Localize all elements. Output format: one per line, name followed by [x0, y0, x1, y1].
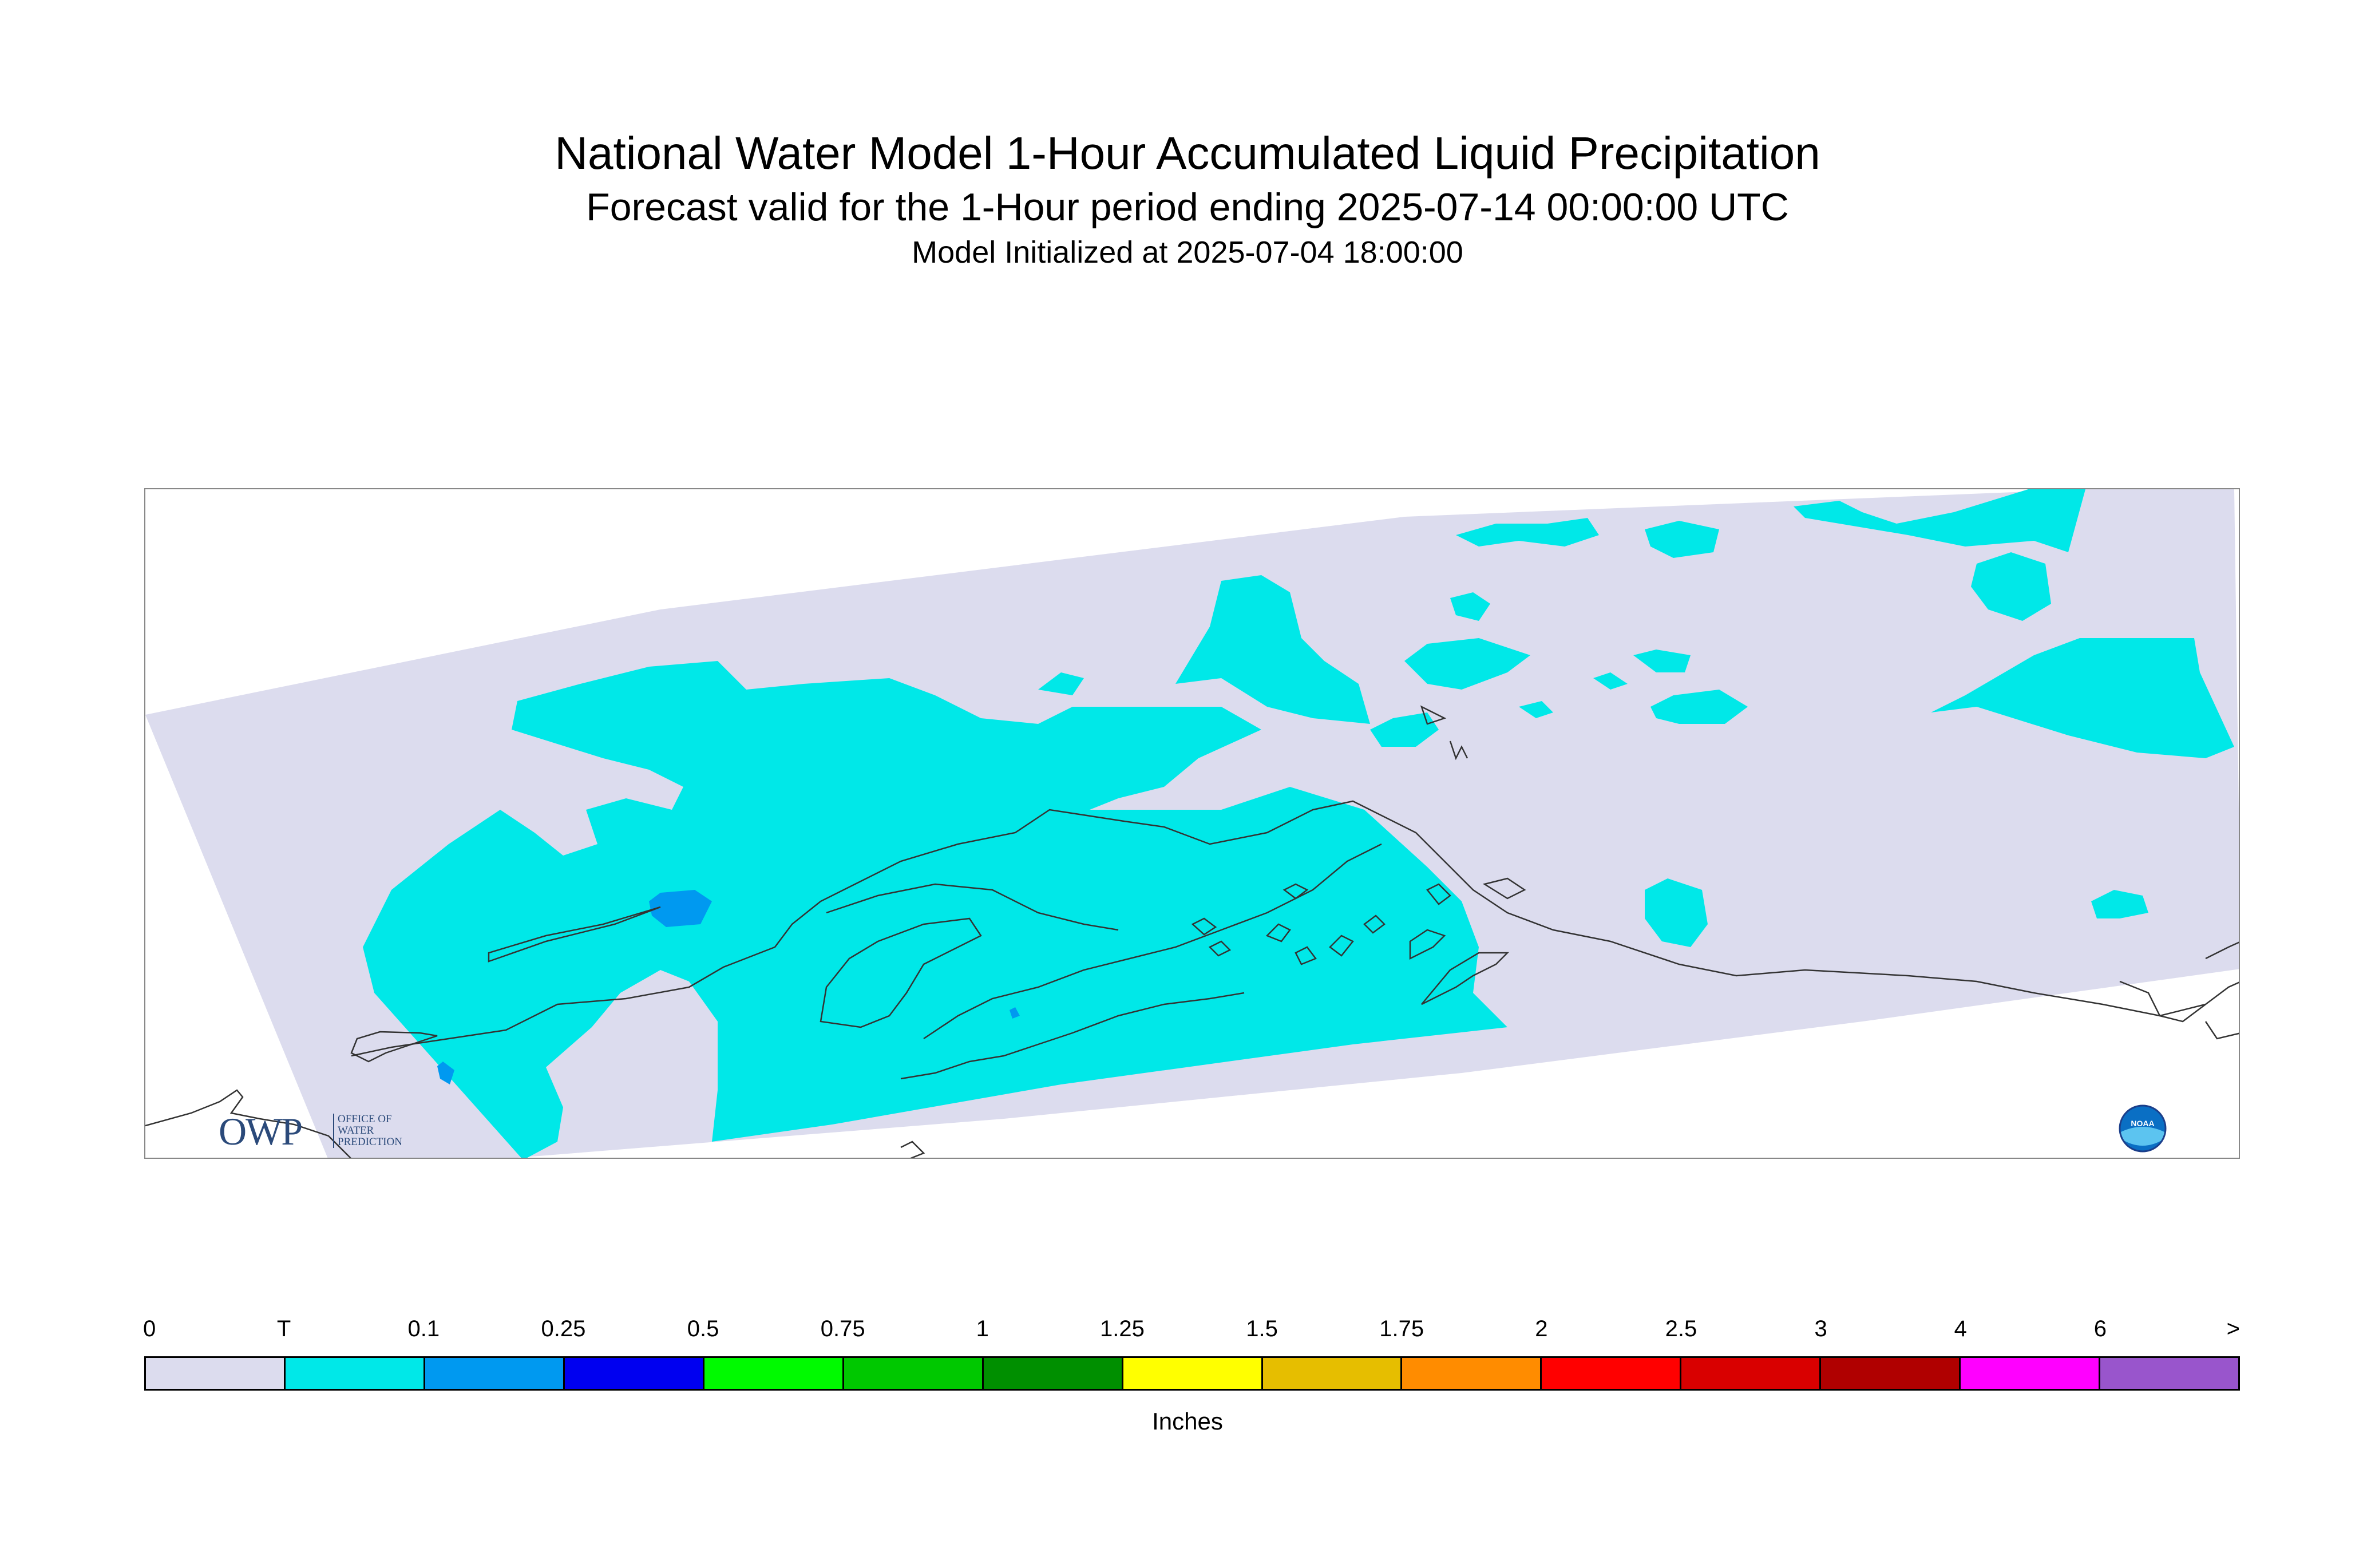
legend-tick-label: T — [276, 1316, 291, 1341]
legend-swatch — [285, 1358, 425, 1389]
legend-tick-label: > — [2226, 1316, 2240, 1341]
legend-swatch — [844, 1358, 984, 1389]
legend-swatch — [1262, 1358, 1403, 1389]
legend-swatch — [1542, 1358, 1682, 1389]
legend-swatch — [983, 1358, 1123, 1389]
legend-tick-label: 0.1 — [407, 1316, 440, 1341]
legend-units-label: Inches — [1152, 1408, 1223, 1435]
legend-swatch — [1961, 1358, 2101, 1389]
legend-tick-label: 1.25 — [1099, 1316, 1145, 1341]
light-precip-regions — [437, 890, 1020, 1084]
legend-swatch — [425, 1358, 565, 1389]
legend-tick-label: 4 — [1954, 1316, 1967, 1341]
init-time-label: Model Initialized at 2025-07-04 18:00:00 — [912, 235, 1463, 270]
legend-tick-label: 0 — [143, 1316, 156, 1341]
legend-tick-label: 1.75 — [1379, 1316, 1424, 1341]
legend-tick-label: 2 — [1535, 1316, 1548, 1341]
coastlines — [145, 705, 2239, 1158]
legend-tick-label: 0.5 — [687, 1316, 719, 1341]
legend-tick-label: 0.75 — [820, 1316, 865, 1341]
legend-swatch — [1402, 1358, 1542, 1389]
legend-swatch — [2100, 1358, 2239, 1389]
legend-tick-label: 2.5 — [1665, 1316, 1697, 1341]
owp-subtext-line-3: PREDICTION — [338, 1135, 402, 1148]
legend-swatch — [1821, 1358, 1961, 1389]
legend-color-bar — [144, 1356, 2240, 1391]
owp-logo-text: OWP — [219, 1110, 303, 1153]
map-subtitle: Forecast valid for the 1-Hour period end… — [586, 185, 1789, 229]
legend-tick-label: 1 — [976, 1316, 989, 1341]
trace-precip-regions — [363, 489, 2234, 1158]
owp-logo: OWP OFFICE OF WATER PREDICTION — [219, 1109, 402, 1155]
legend-swatch — [1681, 1358, 1822, 1389]
legend-tick-label: 1.5 — [1246, 1316, 1278, 1341]
owp-subtext-line-2: WATER — [338, 1124, 374, 1137]
precipitation-map: OWP OFFICE OF WATER PREDICTION NOAA — [144, 488, 2240, 1159]
map-title: National Water Model 1-Hour Accumulated … — [555, 128, 1820, 179]
legend-tick-label: 6 — [2093, 1316, 2107, 1341]
color-legend: 0 T 0.1 0.25 0.5 0.75 1 1.25 1.5 1.75 2 2.5 3 4 6 > — [143, 1316, 2240, 1396]
legend-swatch — [564, 1358, 704, 1389]
legend-tick-label: 0.25 — [541, 1316, 586, 1341]
map-canvas — [145, 489, 2239, 1158]
legend-swatch — [146, 1358, 286, 1389]
islands — [1191, 877, 1526, 965]
noaa-logo-text: NOAA — [2131, 1119, 2154, 1128]
noaa-logo-icon: NOAA — [2119, 1104, 2167, 1153]
owp-subtext-line-1: OFFICE OF — [338, 1113, 392, 1125]
legend-tick-label: 3 — [1814, 1316, 1827, 1341]
legend-swatch — [1123, 1358, 1263, 1389]
legend-swatch — [704, 1358, 844, 1389]
owp-logo-subtext: OFFICE OF WATER PREDICTION — [333, 1114, 402, 1148]
